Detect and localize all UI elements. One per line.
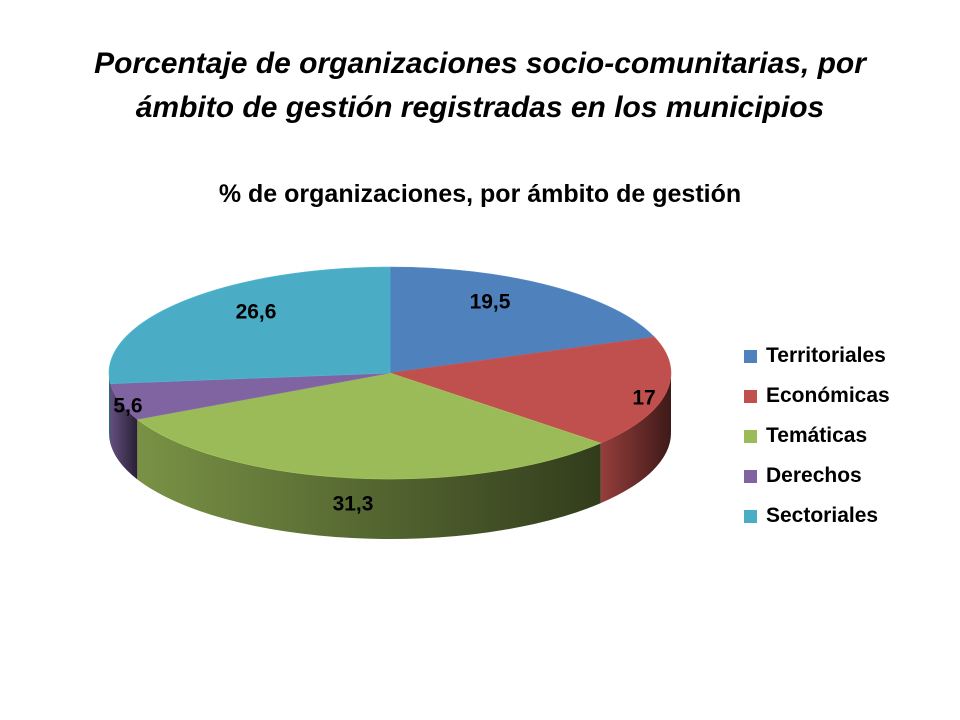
pie-slice-territoriales (389, 266, 656, 374)
legend-swatch (744, 389, 757, 403)
slide-title-line-1: Porcentaje de organizaciones socio-comun… (94, 47, 866, 80)
pie-slice-económicas (389, 336, 672, 444)
legend-item-derechos: Derechos (744, 456, 890, 496)
legend-label: Sectoriales (766, 504, 879, 527)
legend-swatch (744, 509, 757, 523)
pie-side-1 (600, 373, 671, 504)
pie-slice-temáticas (136, 372, 602, 480)
data-label-temáticas: 31,3 (333, 493, 374, 516)
legend-swatch (744, 429, 757, 443)
chart-legend: Territoriales Económicas Temáticas Derechos… (744, 336, 890, 536)
pie-side-2 (137, 419, 601, 539)
pie-top-slices (108, 266, 672, 480)
data-label-territoriales: 19,5 (470, 291, 511, 314)
data-label-económicas: 17 (632, 387, 655, 410)
legend-item-económicas: Económicas (744, 376, 890, 416)
legend-label: Derechos (766, 464, 862, 487)
chart-title: % de organizaciones, por ámbito de gesti… (218, 180, 742, 208)
pie-data-labels: 19,5 17 31,3 5,6 26,6 (113, 291, 655, 516)
pie-side-walls (109, 373, 671, 539)
slide-title: Porcentaje de organizaciones socio-comun… (0, 42, 960, 130)
data-label-derechos: 5,6 (113, 395, 142, 418)
slide-title-line-2: ámbito de gestión registradas en los mun… (135, 91, 825, 124)
legend-label: Temáticas (766, 424, 868, 447)
legend-label: Económicas (766, 384, 890, 407)
pie-slice-sectoriales (108, 266, 391, 384)
pie-side-3 (110, 383, 138, 480)
legend-item-sectoriales: Sectoriales (744, 496, 890, 536)
legend-swatch (744, 469, 757, 483)
legend-item-temáticas: Temáticas (744, 416, 890, 456)
legend-label: Territoriales (766, 344, 886, 367)
legend-item-territoriales: Territoriales (744, 336, 890, 376)
legend-swatch (744, 349, 757, 363)
pie-side-4 (109, 373, 111, 444)
data-label-sectoriales: 26,6 (236, 301, 277, 324)
